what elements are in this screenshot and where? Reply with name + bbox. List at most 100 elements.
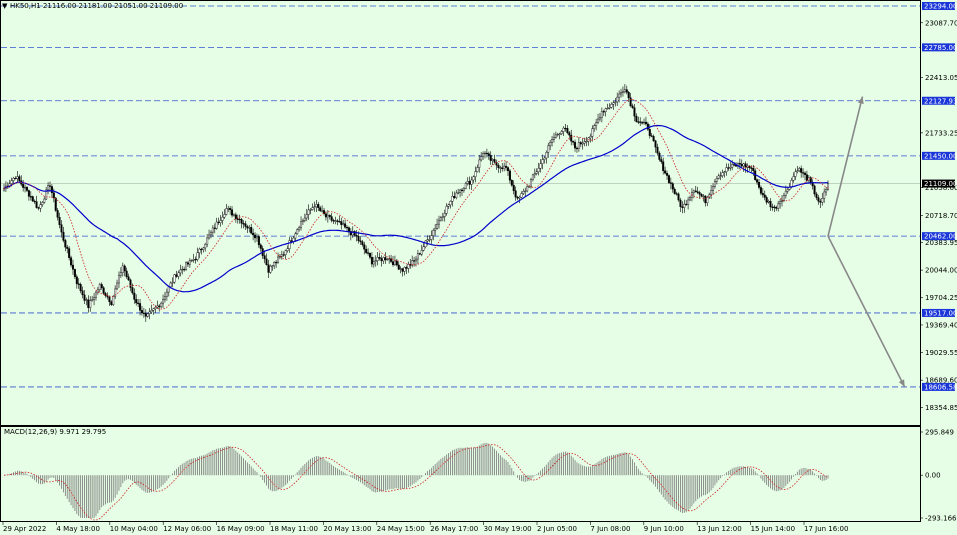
candle-body [466,181,469,184]
candle-body [75,276,78,284]
candle-body [512,184,515,191]
candle-body [380,258,383,262]
candle-body [480,156,483,161]
candle-body [388,258,391,260]
candle-body [541,159,544,164]
fast-moving-average-line [3,99,829,310]
candle-body [765,197,768,203]
candle-body [62,231,65,241]
time-tick-label: 29 Apr 2022 [3,525,46,533]
candle-body [583,141,586,144]
candle-body [198,248,201,253]
candle-body [12,177,15,181]
candle-body [627,92,630,99]
candle-body [568,132,571,136]
candle-body [234,214,237,220]
candle-body [89,300,92,308]
candle-body [664,170,667,174]
candle-body [202,247,205,250]
candle-body [47,185,50,191]
candle-body [85,299,88,301]
candle-body [572,141,575,143]
candle-body [487,153,490,156]
candle-body [71,264,74,270]
candle-body [643,121,646,124]
candle-body [669,182,672,184]
level-label-bg [922,308,955,317]
candle-body [560,131,563,135]
candle-body [334,220,337,222]
candle-body [790,180,793,188]
candle-body [221,216,224,221]
price-tick-label: 18689.60 [925,377,957,385]
candle-body [137,302,140,304]
menu-triangle-icon[interactable]: ▼ [2,2,8,10]
candle-body [45,189,48,200]
candle-body [162,299,165,304]
candle-body [33,200,36,203]
candle-body [378,256,381,259]
time-tick-label: 18 May 11:00 [270,525,318,533]
candles-layer [3,84,830,322]
candle-body [792,176,795,181]
candle-body [94,291,97,298]
candle-body [610,104,613,108]
candle-body [267,264,270,273]
candle-body [282,254,285,256]
candle-body [114,288,117,297]
macd-tick-label: 0.00 [925,472,941,480]
candle-body [79,284,82,291]
candle-body [296,229,299,235]
current-price-label-bg [922,179,955,188]
candle-body [821,198,824,203]
candle-body [14,177,17,180]
candle-body [317,204,320,208]
candle-body [116,282,119,290]
candle-body [648,129,651,136]
candle-body [242,223,245,225]
projection-arrowhead [857,96,864,105]
candle-body [522,191,525,194]
candle-body [620,92,623,95]
candle-body [146,313,149,317]
candle-body [759,187,762,194]
candle-body [537,168,540,172]
candle-body [395,260,398,266]
candle-body [294,233,297,239]
candle-body [3,188,6,191]
candle-body [246,226,249,229]
candle-body [355,235,358,237]
time-tick-label: 9 Jun 10:00 [644,525,684,533]
candle-body [225,208,228,215]
candle-body [415,258,418,262]
candle-body [524,190,527,192]
arrows-layer [827,96,906,388]
candle-body [50,186,53,193]
candle-body [16,176,19,179]
candle-body [598,117,601,120]
candle-body [340,221,343,225]
candle-body [43,198,46,203]
candle-body [131,287,134,294]
level-label-bg [922,96,955,105]
candle-body [374,260,377,262]
candle-body [175,274,178,277]
candle-body [575,147,578,150]
candle-body [514,190,517,198]
macd-signal-line [3,444,829,521]
candle-body [361,241,364,245]
candle-body [363,244,366,250]
candle-body [529,179,532,187]
candle-body [533,173,536,176]
candle-body [476,167,479,172]
candle-body [397,264,400,270]
candle-body [183,268,186,271]
candle-body [673,188,676,194]
candle-body [313,206,316,208]
candle-body [171,281,174,284]
candle-body [556,133,559,136]
candle-body [595,122,598,126]
candle-body [315,204,318,207]
candle-body [240,219,243,224]
candle-body [769,201,772,208]
